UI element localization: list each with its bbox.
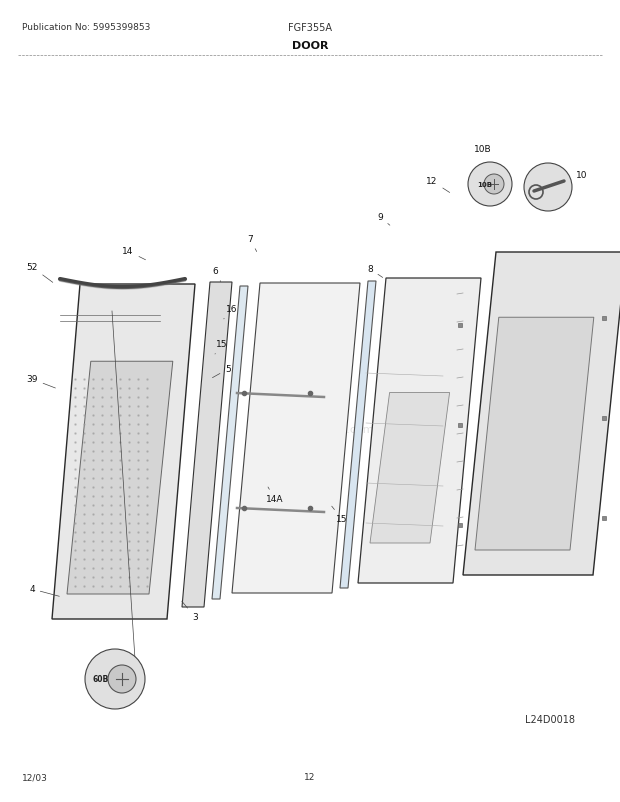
Text: FGF355A: FGF355A	[288, 23, 332, 33]
Polygon shape	[52, 285, 195, 619]
Text: 5: 5	[213, 365, 231, 379]
Text: 14A: 14A	[266, 488, 284, 504]
Circle shape	[468, 163, 512, 207]
Text: 7: 7	[247, 235, 257, 253]
Text: 15: 15	[332, 507, 348, 524]
Text: ReplacementParts.com: ReplacementParts.com	[246, 424, 374, 435]
Polygon shape	[232, 284, 360, 593]
Text: 10B: 10B	[477, 182, 492, 188]
Circle shape	[108, 665, 136, 693]
Text: 12: 12	[304, 772, 316, 781]
Circle shape	[524, 164, 572, 212]
Text: 14: 14	[122, 247, 146, 261]
Text: 9: 9	[377, 213, 390, 226]
Text: 12: 12	[427, 177, 449, 193]
Text: L24D0018: L24D0018	[525, 714, 575, 724]
Circle shape	[484, 175, 504, 195]
Polygon shape	[463, 253, 620, 575]
Text: 6: 6	[212, 267, 221, 282]
Text: 39: 39	[26, 375, 55, 388]
Polygon shape	[340, 282, 376, 588]
Text: 12/03: 12/03	[22, 772, 48, 781]
Text: 10: 10	[576, 172, 588, 180]
Text: 15: 15	[215, 340, 228, 354]
Text: 10B: 10B	[474, 145, 492, 154]
Polygon shape	[67, 362, 173, 594]
Polygon shape	[370, 393, 450, 543]
Text: 8: 8	[367, 265, 383, 278]
Circle shape	[85, 649, 145, 709]
Polygon shape	[475, 318, 594, 550]
Text: 52: 52	[26, 263, 53, 283]
Text: 16: 16	[224, 305, 237, 319]
Text: 60B: 60B	[93, 674, 109, 683]
Polygon shape	[182, 282, 232, 607]
Text: 3: 3	[182, 602, 198, 622]
Polygon shape	[212, 286, 248, 599]
Text: DOOR: DOOR	[292, 41, 328, 51]
Polygon shape	[358, 278, 481, 583]
Text: 4: 4	[29, 585, 60, 597]
Text: Publication No: 5995399853: Publication No: 5995399853	[22, 23, 151, 32]
